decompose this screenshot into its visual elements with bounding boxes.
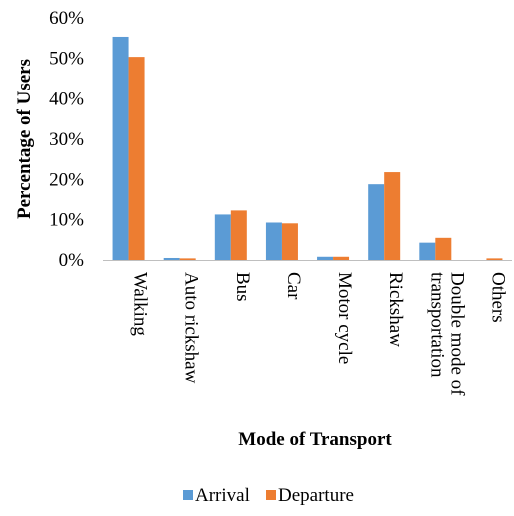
bar-departure-6	[435, 237, 452, 260]
x-category-label: Auto rickshaw	[181, 272, 202, 384]
x-category-label: Motor cycle	[334, 272, 355, 364]
x-category-label: Double mode of	[446, 272, 467, 396]
legend-swatch-arrival	[183, 490, 193, 500]
legend: Arrival Departure	[183, 485, 354, 506]
x-category-label: Rickshaw	[385, 272, 406, 347]
y-tick-label: 0%	[59, 250, 85, 271]
bar-arrival-2	[214, 214, 231, 260]
bar-arrival-4	[317, 256, 334, 260]
x-category-label: Walking	[130, 272, 151, 336]
y-tick-label: 20%	[49, 169, 84, 190]
x-category-label: Others	[487, 272, 508, 323]
bar-arrival-6	[419, 242, 436, 260]
legend-label-arrival: Arrival	[195, 485, 250, 506]
bar-departure-3	[281, 223, 298, 260]
x-category-label: Car	[283, 272, 304, 300]
x-axis-title: Mode of Transport	[238, 429, 392, 450]
y-tick-label: 30%	[49, 129, 84, 150]
y-tick-label: 50%	[49, 48, 84, 69]
y-tick-label: 60%	[49, 8, 84, 29]
y-axis-title: Percentage of Users	[14, 59, 35, 219]
y-tick-label: 40%	[49, 89, 84, 110]
y-axis-ticks: 0% 10% 20% 30% 40% 50% 60%	[49, 8, 84, 271]
legend-swatch-departure	[266, 490, 276, 500]
bar-departure-5	[384, 172, 401, 260]
y-tick-label: 10%	[49, 210, 84, 231]
x-category-label: Bus	[232, 272, 253, 302]
bar-arrival-3	[265, 222, 282, 260]
bar-arrival-5	[368, 184, 385, 260]
x-category-label: transportation	[426, 272, 447, 378]
bar-departure-0	[128, 57, 145, 260]
bars	[112, 36, 503, 260]
bar-arrival-1	[163, 257, 180, 260]
x-axis-categories: Walking Auto rickshaw Bus Car Motor cycle Ric…	[130, 272, 509, 396]
bar-departure-1	[179, 258, 196, 260]
legend-label-departure: Departure	[278, 485, 354, 506]
bar-departure-2	[230, 210, 247, 260]
bar-arrival-0	[112, 36, 129, 260]
bar-departure-7	[486, 258, 503, 260]
bar-departure-4	[333, 256, 350, 260]
